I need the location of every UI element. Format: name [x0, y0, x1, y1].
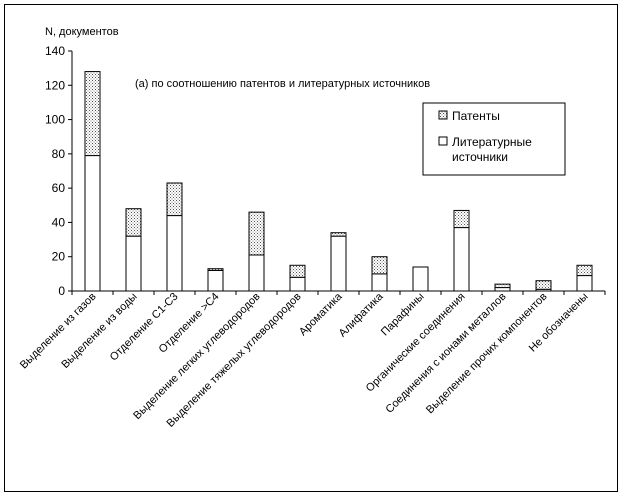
legend: Патенты Литературные источники	[422, 102, 566, 176]
x-tick-label: Алифатика	[337, 290, 387, 340]
legend-label-literature: Литературные источники	[452, 135, 532, 164]
bar-segment	[125, 235, 142, 292]
bar-segment	[453, 209, 470, 229]
x-tick-label: Отделение С1-С3	[108, 291, 181, 364]
y-axis-label: N, документов	[45, 26, 119, 38]
bar-segment	[453, 227, 470, 292]
x-tick-label: Выделение из газов	[18, 291, 99, 372]
legend-label-patents: Патенты	[452, 109, 500, 123]
y-tick-label: 60	[52, 181, 66, 195]
y-tick-label: 0	[58, 284, 65, 298]
y-tick-label: 80	[52, 147, 66, 161]
bar-segment	[494, 287, 511, 292]
bar-segment	[125, 208, 142, 237]
y-tick-label: 120	[45, 78, 65, 92]
bar-segment	[84, 71, 101, 157]
bar-segment	[371, 273, 388, 292]
y-tick-label: 100	[45, 113, 65, 127]
y-tick-label: 20	[52, 250, 66, 264]
bar-segment	[84, 155, 101, 292]
bar-segment	[207, 269, 224, 292]
bar-segment	[576, 275, 593, 292]
bar-segment	[494, 283, 511, 289]
bar-segment	[166, 215, 183, 292]
y-tick-label: 140	[45, 44, 65, 58]
bar-segment	[289, 264, 306, 278]
bar-segment	[248, 211, 265, 256]
chart-frame: N, документов (а) по соотношению патенто…	[4, 4, 618, 492]
bar-segment	[289, 276, 306, 292]
chart: N, документов (а) по соотношению патенто…	[18, 26, 606, 430]
bar-segment	[330, 232, 347, 237]
bar-segment	[207, 268, 224, 271]
bar-segment	[535, 280, 552, 290]
bar-segment	[248, 254, 265, 292]
chart-title: (а) по соотношению патентов и литературн…	[135, 78, 430, 90]
legend-swatch-patents	[438, 110, 448, 120]
bar-segment	[371, 256, 388, 275]
bar-segment	[576, 264, 593, 277]
x-tick-label: Выделение из воды	[59, 291, 139, 371]
y-tick-label: 40	[52, 215, 66, 229]
bar-segment	[412, 266, 429, 292]
legend-swatch-literature	[438, 136, 448, 146]
bar-segment	[166, 182, 183, 217]
bar-segment	[330, 235, 347, 292]
